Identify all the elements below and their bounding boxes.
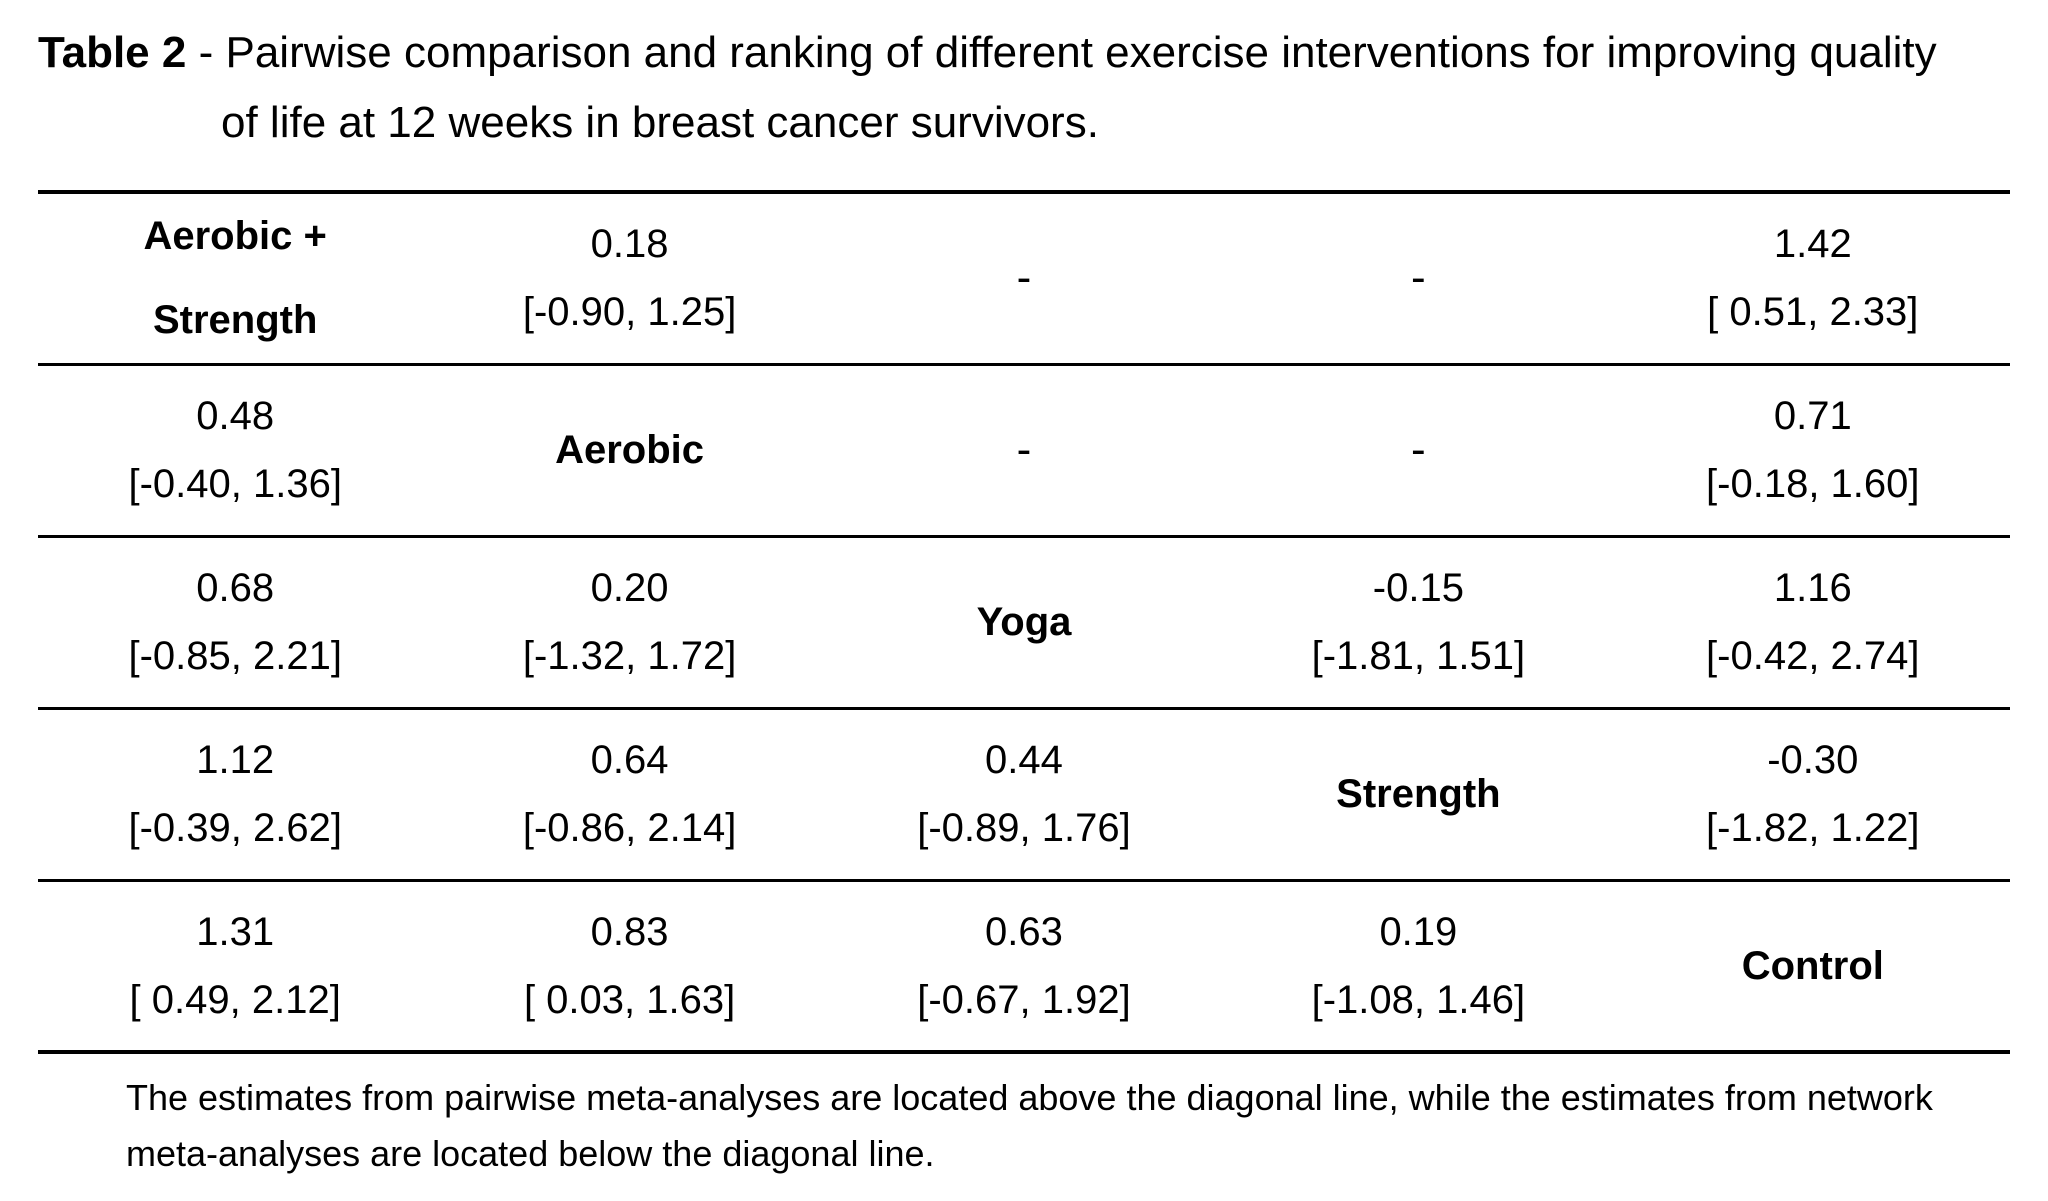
treatment-name: Strength (1336, 772, 1501, 816)
caption-label: Table 2 (38, 28, 187, 77)
estimate-cell: 0.63 [-0.67, 1.92] (827, 880, 1221, 1052)
estimate-cell: -0.15 [-1.81, 1.51] (1221, 536, 1615, 708)
confidence-interval: [-0.86, 2.14] (522, 806, 737, 850)
empty-comparison-cell: - (1221, 364, 1615, 536)
empty-comparison-cell: - (827, 364, 1221, 536)
effect-estimate: 1.12 (196, 738, 275, 782)
diagonal-treatment-cell: Yoga (827, 536, 1221, 708)
effect-estimate: 0.83 (590, 909, 669, 954)
estimate-cell: 0.71 [-0.18, 1.60] (1616, 364, 2010, 536)
caption-separator: - (198, 28, 214, 77)
league-table: Aerobic + Strength 0.18 [-0.90, 1.25] - - 1.42… (38, 190, 2010, 1054)
diagonal-treatment-cell: Aerobic + Strength (38, 192, 432, 364)
estimate-cell: 1.16 [-0.42, 2.74] (1616, 536, 2010, 708)
estimate-cell: 0.18 [-0.90, 1.25] (432, 192, 826, 364)
confidence-interval: [-0.90, 1.25] (522, 290, 737, 335)
effect-estimate: 0.44 (985, 738, 1063, 782)
effect-estimate: 0.71 (1773, 394, 1852, 438)
estimate-cell: -0.30 [-1.82, 1.22] (1616, 708, 2010, 880)
estimate-cell: 1.12 [-0.39, 2.62] (38, 708, 432, 880)
effect-estimate: 0.18 (590, 222, 669, 267)
table-row: 0.48 [-0.40, 1.36] Aerobic - - 0.71 [-0.18, 1.… (38, 364, 2010, 536)
effect-estimate: -0.30 (1767, 738, 1859, 782)
diagonal-treatment-cell: Control (1616, 880, 2010, 1052)
treatment-name-line-2: Strength (152, 298, 318, 343)
confidence-interval: [-1.08, 1.46] (1311, 977, 1526, 1022)
empty-comparison-cell: - (827, 192, 1221, 364)
effect-estimate: 0.64 (590, 738, 669, 782)
dash-placeholder: - (1411, 424, 1426, 474)
estimate-cell: 0.83 [ 0.03, 1.63] (432, 880, 826, 1052)
estimate-cell: 1.42 [ 0.51, 2.33] (1616, 192, 2010, 364)
caption-text-1: Pairwise comparison and ranking of diffe… (225, 28, 1937, 77)
confidence-interval: [-0.40, 1.36] (128, 462, 342, 506)
dash-placeholder: - (1016, 252, 1032, 302)
confidence-interval: [-1.82, 1.22] (1706, 806, 1920, 850)
caption-line-1: Table 2 - Pairwise comparison and rankin… (38, 18, 2008, 88)
dash-placeholder: - (1016, 424, 1032, 474)
treatment-name: Control (1741, 943, 1884, 988)
confidence-interval: [-1.81, 1.51] (1311, 634, 1526, 678)
confidence-interval: [-0.89, 1.76] (917, 806, 1131, 850)
estimate-cell: 0.19 [-1.08, 1.46] (1221, 880, 1615, 1052)
effect-estimate: -0.15 (1372, 566, 1464, 610)
estimate-cell: 0.68 [-0.85, 2.21] (38, 536, 432, 708)
effect-estimate: 0.19 (1379, 909, 1458, 954)
effect-estimate: 1.31 (196, 909, 275, 954)
effect-estimate: 1.16 (1773, 566, 1852, 610)
confidence-interval: [-0.85, 2.21] (128, 634, 342, 678)
league-table-container: Aerobic + Strength 0.18 [-0.90, 1.25] - - 1.42… (38, 190, 2010, 1054)
confidence-interval: [ 0.49, 2.12] (129, 977, 341, 1022)
caption-text-2: of life at 12 weeks in breast cancer sur… (221, 98, 1099, 147)
table-row: 1.31 [ 0.49, 2.12] 0.83 [ 0.03, 1.63] 0.63 [-… (38, 880, 2010, 1052)
footnote-line-2: meta-analyses are located below the diag… (126, 1133, 935, 1174)
treatment-name: Aerobic (555, 428, 705, 472)
estimate-cell: 0.20 [-1.32, 1.72] (432, 536, 826, 708)
effect-estimate: 1.42 (1773, 222, 1852, 267)
diagonal-treatment-cell: Aerobic (432, 364, 826, 536)
table-footnote: The estimates from pairwise meta-analyse… (126, 1070, 2026, 1182)
treatment-name: Yoga (976, 600, 1072, 644)
league-table-body: Aerobic + Strength 0.18 [-0.90, 1.25] - - 1.42… (38, 192, 2010, 1052)
table-row: 0.68 [-0.85, 2.21] 0.20 [-1.32, 1.72] Yoga -0… (38, 536, 2010, 708)
footnote-line-1: The estimates from pairwise meta-analyse… (126, 1077, 1933, 1118)
table-row: Aerobic + Strength 0.18 [-0.90, 1.25] - - 1.42… (38, 192, 2010, 364)
effect-estimate: 0.48 (196, 394, 275, 438)
confidence-interval: [-0.67, 1.92] (917, 977, 1131, 1022)
diagonal-treatment-cell: Strength (1221, 708, 1615, 880)
estimate-cell: 0.44 [-0.89, 1.76] (827, 708, 1221, 880)
treatment-name: Aerobic + (143, 214, 327, 259)
confidence-interval: [-0.18, 1.60] (1706, 462, 1920, 506)
dash-placeholder: - (1411, 252, 1426, 302)
table-row: 1.12 [-0.39, 2.62] 0.64 [-0.86, 2.14] 0.44 [-… (38, 708, 2010, 880)
empty-comparison-cell: - (1221, 192, 1615, 364)
confidence-interval: [ 0.51, 2.33] (1707, 290, 1919, 335)
effect-estimate: 0.68 (196, 566, 275, 610)
effect-estimate: 0.63 (985, 909, 1063, 954)
confidence-interval: [-0.42, 2.74] (1706, 634, 1920, 678)
effect-estimate: 0.20 (590, 566, 669, 610)
estimate-cell: 0.48 [-0.40, 1.36] (38, 364, 432, 536)
table-caption: Table 2 - Pairwise comparison and rankin… (38, 18, 2008, 158)
confidence-interval: [-1.32, 1.72] (522, 634, 737, 678)
confidence-interval: [-0.39, 2.62] (128, 806, 342, 850)
confidence-interval: [ 0.03, 1.63] (523, 977, 736, 1022)
estimate-cell: 0.64 [-0.86, 2.14] (432, 708, 826, 880)
estimate-cell: 1.31 [ 0.49, 2.12] (38, 880, 432, 1052)
